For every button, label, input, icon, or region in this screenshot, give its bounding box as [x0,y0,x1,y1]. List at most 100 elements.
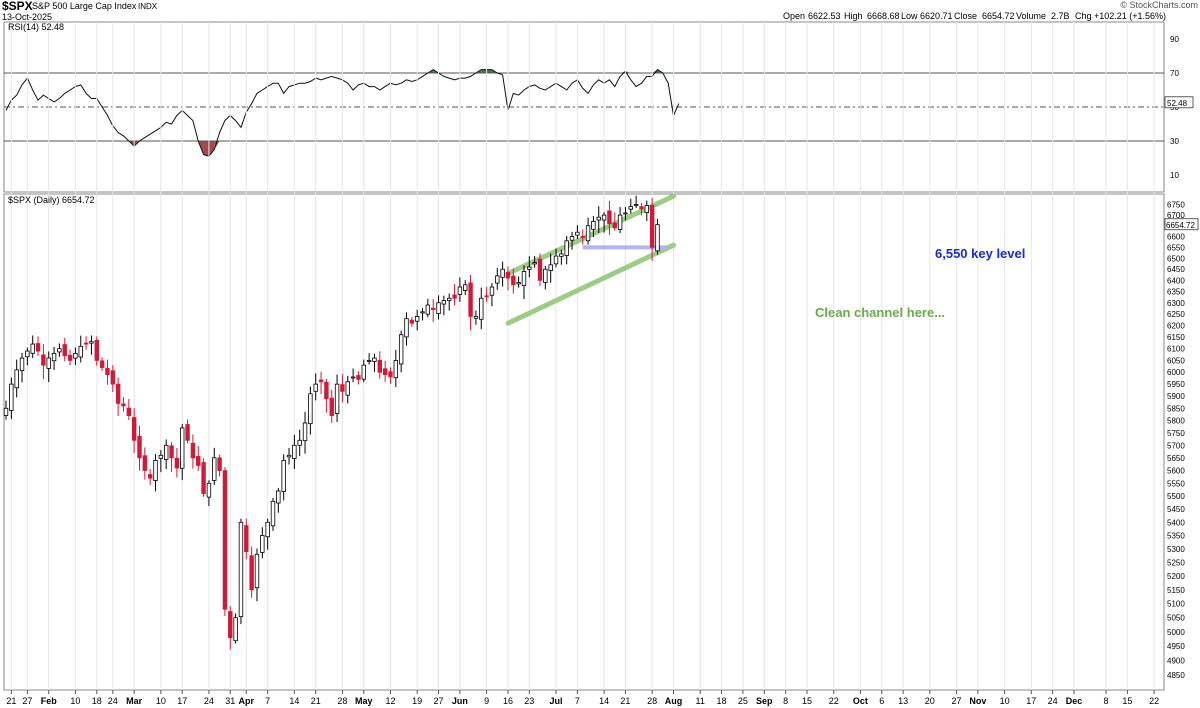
price-y-tick: 6550 [1167,243,1185,252]
candle [596,206,601,233]
candle [249,546,254,598]
price-y-tick: 5000 [1167,628,1185,637]
candle [302,411,308,454]
rsi-overbought-fill [652,69,658,73]
candle [543,265,548,290]
x-tick-label: Apr [239,696,255,706]
x-tick-label: 14 [599,696,609,706]
candle [404,312,409,346]
price-y-tick: 6750 [1167,201,1185,210]
x-tick-label: 24 [1048,696,1058,706]
candle [436,295,441,320]
candle [73,347,78,365]
x-tick-label: 20 [925,696,935,706]
candle [591,216,596,238]
channel-lower-line [505,242,676,326]
rsi-y-tick: 90 [1170,35,1179,44]
candle [14,359,19,398]
candle [297,429,302,456]
candle [334,374,340,423]
x-tick-label: May [355,696,373,706]
price-legend: $SPX (Daily) 6654.72 [8,195,95,205]
price-y-tick: 5950 [1167,380,1185,389]
candle [9,377,14,420]
candle [163,439,169,470]
x-tick-label: 27 [952,696,962,706]
candle [270,497,276,531]
candle [121,397,126,412]
candle [260,527,265,559]
price-y-tick: 6450 [1167,265,1185,274]
price-y-tick: 6700 [1167,211,1185,220]
candle [30,335,35,358]
candle [308,386,313,435]
x-tick-label: Jul [550,696,563,706]
price-y-tick: 5900 [1167,392,1185,401]
candle [628,198,633,214]
price-last-value: 6654.72 [1166,221,1195,230]
candle [559,249,564,265]
price-y-tick: 5400 [1167,518,1185,527]
x-tick-label: Sep [756,696,773,706]
candle [19,352,25,383]
candle [222,467,228,617]
candle [495,267,500,290]
candle [425,298,431,318]
x-tick-label: 21 [6,696,16,706]
candle [99,357,105,371]
candle [281,454,286,501]
candle [617,207,623,234]
candle [345,375,350,404]
x-tick-label: 6 [879,696,884,706]
x-tick-label: 10 [156,696,166,706]
price-y-tick: 6400 [1167,276,1185,285]
price-y-tick: 4850 [1167,671,1185,680]
candle [83,336,89,350]
rsi-y-tick: 10 [1170,171,1179,180]
candle [324,378,329,413]
candle [372,353,377,372]
price-y-tick: 5750 [1167,429,1185,438]
candle [527,256,532,278]
price-y-tick: 5500 [1167,492,1185,501]
x-tick-label: Oct [853,696,868,706]
price-y-tick: 6050 [1167,356,1185,365]
candle [409,317,415,327]
candle [94,336,99,366]
candle [505,266,511,291]
candle [623,206,628,221]
x-tick-label: 27 [434,696,444,706]
price-y-tick: 4900 [1167,657,1185,666]
x-tick-label: 16 [503,696,513,706]
candle [649,197,655,261]
candle [457,277,463,303]
rsi-oversold-fill [203,141,209,157]
quote-open: 6622.53 [808,11,841,21]
price-y-tick: 6150 [1167,333,1185,342]
candle [110,365,115,393]
price-y-tick: 5700 [1167,441,1185,450]
price-y-tick: 5850 [1167,404,1185,413]
candle [131,408,137,453]
quote-volume: 2.7B [1051,11,1070,21]
candle [377,351,382,379]
candle [174,447,180,478]
price-y-tick: 5350 [1167,532,1185,541]
quote-open-label: Open [783,11,805,21]
rsi-overbought-fill [481,69,487,73]
x-tick-label: Nov [969,696,986,706]
x-tick-label: 15 [1122,696,1132,706]
price-y-tick: 5550 [1167,479,1185,488]
candle [276,487,281,513]
x-tick-label: 18 [92,696,102,706]
quote-close-label: Close [954,11,977,21]
candle [356,371,361,385]
candle [484,286,489,303]
candle [479,287,484,330]
price-layer: 4850 4900 4950 5000 5050 5100 5150 5200 5250 5300… [3,22,1199,690]
x-tick-label: Mar [126,696,143,706]
quote-chg-label: Chg [1075,11,1092,21]
candle [206,480,212,507]
candle [511,268,516,294]
